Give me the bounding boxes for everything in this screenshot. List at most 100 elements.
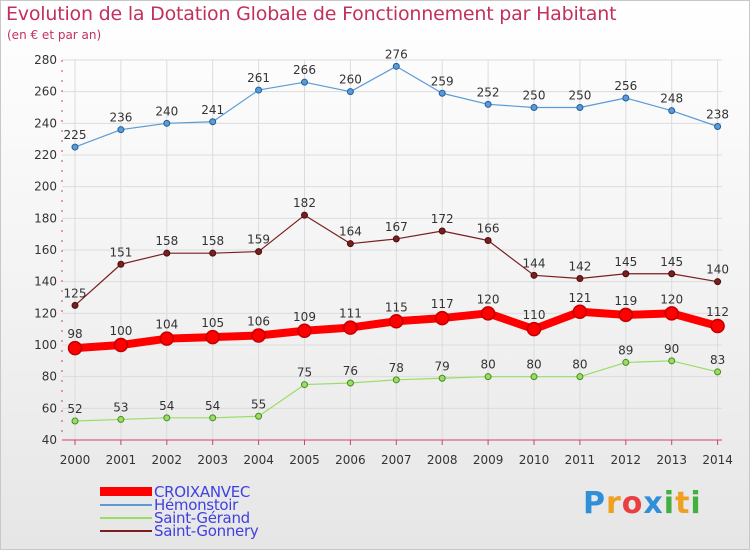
data-label-hemonstoir: 241 [201, 103, 224, 117]
proxiti-logo: Proxiti [583, 486, 702, 521]
x-tick-label: 2012 [611, 453, 642, 467]
data-point-saint-gerand [301, 381, 308, 389]
data-label-croixanvec: 111 [339, 307, 362, 321]
data-point-saint-gerand [714, 368, 722, 376]
y-tick-label: 160 [34, 243, 57, 257]
data-label-croixanvec: 109 [293, 310, 316, 324]
data-point-croixanvec [159, 331, 175, 346]
data-label-saint-gerand: 53 [113, 400, 128, 414]
data-label-hemonstoir: 236 [109, 111, 132, 125]
data-point-croixanvec [251, 328, 266, 343]
data-point-hemonstoir [71, 143, 79, 151]
data-point-saint-gonnery [622, 270, 630, 278]
data-point-saint-gerand [117, 415, 125, 423]
axes: 40 60 80 100 120 140 160 180 200 220 240 260 280 2000… [34, 53, 733, 467]
y-tick-label: 240 [34, 116, 57, 130]
data-label-saint-gerand: 80 [572, 358, 587, 372]
data-point-saint-gonnery [209, 249, 217, 257]
data-point-saint-gonnery [714, 278, 722, 286]
data-point-hemonstoir [163, 119, 171, 127]
data-label-hemonstoir: 259 [431, 74, 454, 88]
data-point-saint-gerand [392, 376, 400, 384]
data-label-hemonstoir: 266 [293, 63, 316, 77]
y-tick-label: 220 [34, 148, 57, 162]
legend-label: CROIXANVEC [154, 483, 251, 501]
data-label-croixanvec: 120 [660, 292, 683, 306]
data-point-hemonstoir [301, 78, 308, 86]
data-point-hemonstoir [209, 118, 217, 126]
data-label-saint-gonnery: 125 [64, 286, 87, 300]
data-point-saint-gonnery [576, 275, 584, 282]
data-label-croixanvec: 121 [568, 291, 591, 305]
data-point-saint-gerand [71, 417, 79, 425]
data-point-saint-gonnery [117, 260, 125, 268]
data-label-hemonstoir: 256 [614, 79, 637, 93]
data-label-saint-gonnery: 167 [385, 220, 408, 234]
data-point-saint-gerand [484, 373, 492, 381]
data-point-croixanvec [572, 304, 588, 319]
data-point-saint-gerand [668, 357, 676, 365]
data-label-saint-gerand: 78 [389, 361, 404, 375]
data-label-saint-gonnery: 172 [431, 212, 454, 226]
x-tick-label: 2011 [565, 453, 596, 467]
x-tick-label: 2004 [243, 453, 274, 467]
logo-letter: P [583, 486, 606, 521]
x-tick-label: 2009 [473, 453, 504, 467]
legend-label: Saint-Gérand [154, 509, 250, 527]
data-label-saint-gonnery: 142 [568, 260, 591, 274]
data-label-croixanvec: 119 [614, 294, 637, 308]
y-tick-label: 180 [34, 211, 57, 225]
data-point-croixanvec [710, 318, 725, 334]
data-label-croixanvec: 106 [247, 315, 270, 329]
y-tick-label: 60 [42, 401, 57, 415]
data-label-saint-gerand: 75 [297, 366, 312, 380]
data-label-hemonstoir: 225 [64, 128, 87, 142]
data-label-saint-gonnery: 164 [339, 225, 362, 239]
data-labels: 52 53 54 54 55 75 76 78 79 80 80 80 89 90 83 225 236 240 2… [64, 47, 730, 416]
data-point-saint-gerand [255, 412, 263, 420]
data-label-saint-gerand: 79 [435, 359, 450, 373]
legend-swatch-saint-gerand [100, 517, 152, 519]
data-point-croixanvec [526, 321, 542, 337]
x-tick-label: 2007 [381, 453, 412, 467]
y-tick-label: 80 [42, 370, 57, 384]
data-label-saint-gonnery: 182 [293, 196, 316, 210]
data-point-saint-gonnery [346, 240, 354, 248]
data-point-saint-gonnery [668, 270, 676, 278]
logo-letter: t [675, 486, 691, 521]
y-tick-label: 120 [34, 306, 57, 320]
x-tick-label: 2002 [152, 453, 183, 467]
data-label-saint-gerand: 89 [618, 343, 633, 357]
data-point-croixanvec [480, 306, 496, 321]
data-label-saint-gerand: 83 [710, 353, 725, 367]
data-label-saint-gerand: 54 [159, 399, 174, 413]
data-point-croixanvec [618, 307, 634, 323]
data-label-croixanvec: 117 [431, 297, 454, 311]
data-label-saint-gerand: 52 [67, 402, 82, 416]
logo-letter: r [606, 486, 622, 521]
data-label-saint-gonnery: 145 [660, 255, 683, 269]
data-point-saint-gonnery [530, 271, 538, 279]
data-label-saint-gonnery: 158 [155, 234, 178, 248]
data-point-hemonstoir [438, 89, 446, 97]
y-tick-label: 100 [34, 338, 57, 352]
data-label-croixanvec: 104 [155, 318, 178, 332]
y-tick-label: 140 [34, 275, 57, 289]
data-label-saint-gerand: 80 [480, 358, 495, 372]
legend-label: Saint-Gonnery [154, 522, 259, 540]
data-point-saint-gonnery [438, 227, 446, 235]
data-point-saint-gerand [209, 414, 217, 422]
y-tick-label: 40 [42, 433, 57, 447]
data-label-croixanvec: 105 [201, 316, 224, 330]
data-point-croixanvec [297, 323, 312, 338]
data-point-saint-gonnery [484, 237, 492, 244]
data-point-hemonstoir [117, 126, 125, 134]
x-tick-label: 2014 [702, 453, 733, 467]
logo-letter: i [663, 486, 676, 521]
data-label-hemonstoir: 261 [247, 71, 270, 85]
data-point-saint-gonnery [163, 249, 171, 257]
data-point-saint-gonnery [392, 235, 400, 243]
data-label-croixanvec: 100 [109, 324, 132, 338]
data-point-croixanvec [664, 306, 679, 321]
